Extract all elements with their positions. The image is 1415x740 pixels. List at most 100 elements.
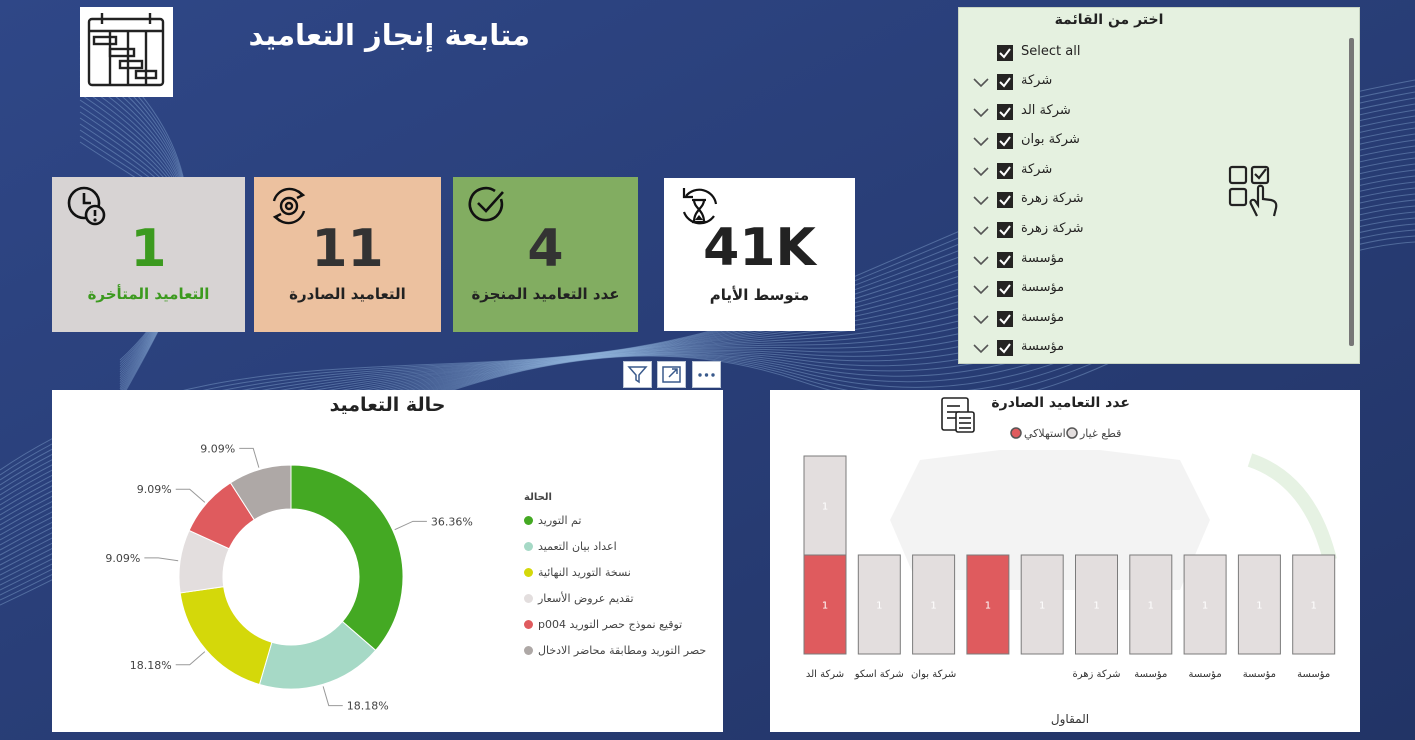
- slicer-item-label: مؤسسة: [1021, 309, 1065, 325]
- data-label: 18.18%: [347, 700, 389, 713]
- focus-mode-button[interactable]: [657, 361, 686, 388]
- legend-dot: [524, 568, 533, 577]
- slicer-item[interactable]: شركة زهرة: [969, 189, 1299, 213]
- checkbox[interactable]: [997, 251, 1013, 268]
- bar-value-label: 1: [985, 601, 991, 612]
- bar-segment[interactable]: [803, 455, 847, 556]
- legend-dot: [524, 646, 533, 655]
- filter-icon: [627, 366, 648, 384]
- bar-segment[interactable]: [912, 554, 956, 655]
- legend-item[interactable]: p004 توقيع نموذج حصر التوريد: [524, 618, 682, 631]
- kpi-label: التعاميد الصادرة: [289, 285, 406, 303]
- more-options-button[interactable]: [692, 361, 721, 388]
- slicer-item[interactable]: شركة الد: [969, 101, 1299, 125]
- slicer-item[interactable]: شركة: [969, 160, 1299, 184]
- donut-slice[interactable]: [179, 586, 273, 686]
- legend-item[interactable]: اعداد بيان التعميد: [524, 540, 617, 553]
- checkbox[interactable]: [997, 340, 1013, 357]
- slicer-scrollbar[interactable]: [1349, 38, 1354, 346]
- chevron-down-icon[interactable]: [969, 189, 993, 213]
- bar-value-label: 1: [1256, 601, 1262, 612]
- checkbox[interactable]: [997, 133, 1013, 150]
- slicer-item[interactable]: شركة بوان: [969, 130, 1299, 154]
- checkbox[interactable]: [997, 162, 1013, 179]
- data-label: 9.09%: [200, 442, 235, 455]
- bar-segment[interactable]: [1183, 554, 1227, 655]
- checkbox[interactable]: [997, 310, 1013, 327]
- slicer-item-label: شركة بوان: [1021, 132, 1080, 148]
- kpi-label: التعاميد المتأخرة: [87, 285, 210, 303]
- legend-label[interactable]: قطع غيار: [1079, 427, 1121, 440]
- bar-segment[interactable]: [1075, 554, 1118, 655]
- chevron-down-icon[interactable]: [969, 160, 993, 184]
- legend-label[interactable]: استهلاكي: [1024, 427, 1066, 440]
- bar-segment[interactable]: [1129, 554, 1173, 655]
- leader-line: [175, 651, 206, 666]
- focus-mode-icon: [662, 366, 681, 383]
- x-tick-label: مؤسسة: [1134, 669, 1167, 680]
- chevron-down-icon[interactable]: [969, 278, 993, 302]
- slicer-item[interactable]: شركة: [969, 71, 1299, 95]
- bar-segment[interactable]: [857, 554, 901, 655]
- kpi-card-late[interactable]: 1 التعاميد المتأخرة: [52, 177, 245, 332]
- legend-dot: [524, 516, 533, 525]
- legend-item[interactable]: تم التوريد: [524, 514, 581, 527]
- bar-segment[interactable]: [1292, 554, 1336, 655]
- x-tick-label: مؤسسة: [1243, 669, 1276, 680]
- donut-slice[interactable]: [290, 464, 404, 652]
- slicer-item[interactable]: مؤسسة: [969, 278, 1299, 302]
- chevron-down-icon[interactable]: [969, 130, 993, 154]
- chevron-down-icon[interactable]: [969, 249, 993, 273]
- bar-segment[interactable]: [1237, 554, 1281, 655]
- stacked-bar-chart: عدد التعاميد الصادرة قطع غيار استهلاكي 1 1 شر…: [803, 395, 1337, 727]
- legend-item[interactable]: نسخة التوريد النهائية: [524, 566, 631, 579]
- contractor-slicer[interactable]: اختر من القائمة Select all شركة شركة الد ش…: [958, 7, 1360, 364]
- chart-title: حالة التعاميد: [329, 394, 446, 416]
- checkbox[interactable]: [997, 222, 1013, 238]
- slicer-item[interactable]: شركة زهرة: [969, 219, 1299, 243]
- checkbox[interactable]: [997, 192, 1013, 209]
- legend-dot: [1010, 427, 1022, 439]
- filter-button[interactable]: [623, 361, 652, 388]
- chevron-down-icon[interactable]: [969, 71, 993, 95]
- chevron-down-icon[interactable]: [969, 219, 993, 243]
- donut-chart: 36.36% 18.18% 18.18% 9.09% 9.09% 9.09%: [105, 442, 472, 713]
- legend-item[interactable]: حصر التوريد ومطابقة محاضر الادخال: [524, 644, 706, 657]
- slicer-select-all[interactable]: Select all: [969, 42, 1299, 66]
- bar-value-label: 1: [1311, 601, 1317, 612]
- slicer-item[interactable]: مؤسسة: [969, 337, 1299, 361]
- slicer-item[interactable]: مؤسسة: [969, 249, 1299, 273]
- legend-label: نسخة التوريد النهائية: [538, 566, 631, 579]
- checkbox[interactable]: [997, 45, 1013, 61]
- chevron-down-icon[interactable]: [969, 308, 993, 332]
- data-label: 18.18%: [130, 659, 172, 672]
- x-tick-label: مؤسسة: [1189, 669, 1222, 680]
- slicer-item-label: شركة زهرة: [1021, 191, 1084, 207]
- donut-slice[interactable]: [229, 464, 292, 521]
- chevron-down-icon[interactable]: [969, 337, 993, 361]
- kpi-value: 11: [311, 219, 384, 279]
- bar-value-label: 1: [1093, 601, 1099, 612]
- slicer-item[interactable]: مؤسسة: [969, 308, 1299, 332]
- status-donut-panel[interactable]: 36.36% 18.18% 18.18% 9.09% 9.09% 9.09% حالة ا…: [52, 390, 723, 732]
- slicer-item-label: مؤسسة: [1021, 280, 1065, 296]
- slicer-item-label: شركة زهرة: [1021, 221, 1084, 236]
- bar-segment[interactable]: [1020, 554, 1064, 655]
- kpi-value: 1: [130, 219, 167, 279]
- issued-bar-panel[interactable]: عدد التعاميد الصادرة قطع غيار استهلاكي 1 1 شر…: [770, 390, 1360, 732]
- checkbox[interactable]: [997, 74, 1013, 90]
- bar-segment[interactable]: [803, 554, 847, 655]
- kpi-card-avg-days[interactable]: 41K متوسط الأيام: [664, 178, 855, 331]
- legend-item[interactable]: تقديم عروض الأسعار: [524, 592, 634, 605]
- kpi-value: 4: [527, 219, 564, 279]
- checkbox[interactable]: [997, 281, 1013, 298]
- chevron-down-icon[interactable]: [969, 101, 993, 125]
- slicer-item-label: شركة الد: [1021, 102, 1071, 118]
- clock-alert-icon: [67, 186, 106, 226]
- slicer-title: اختر من القائمة: [1054, 12, 1164, 28]
- chart-title: عدد التعاميد الصادرة: [991, 395, 1130, 411]
- bar-segment[interactable]: [966, 554, 1010, 655]
- checkbox[interactable]: [997, 103, 1013, 120]
- kpi-card-issued[interactable]: 11 التعاميد الصادرة: [254, 177, 441, 332]
- kpi-card-done[interactable]: 4 عدد التعاميد المنجزة: [453, 177, 638, 332]
